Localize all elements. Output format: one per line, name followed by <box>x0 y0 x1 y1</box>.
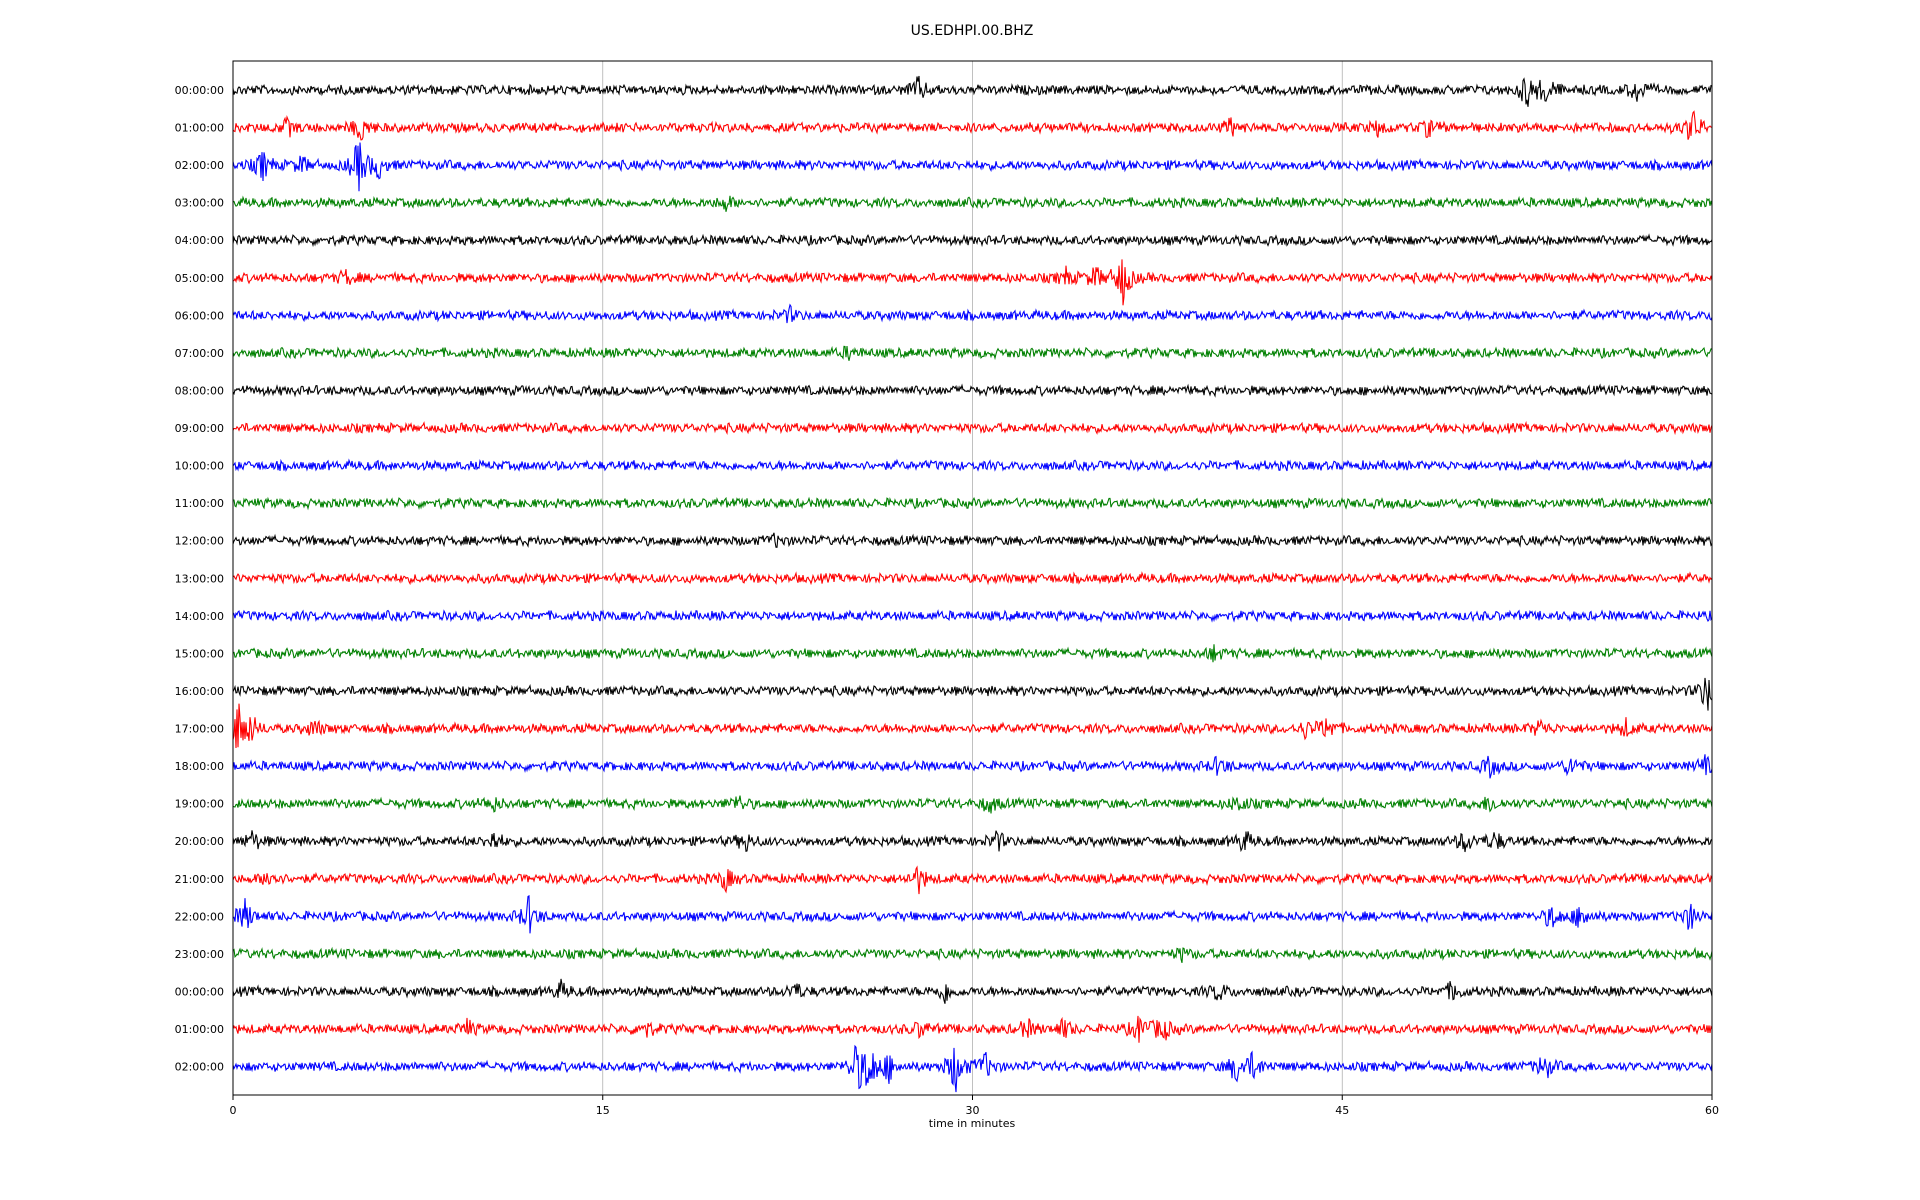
x-tick-label: 0 <box>230 1104 237 1117</box>
trace-label: 01:00:00 <box>175 1023 224 1036</box>
x-tick-label: 30 <box>966 1104 980 1117</box>
trace-label: 02:00:00 <box>175 159 224 172</box>
trace-line <box>232 795 1713 814</box>
trace-line <box>232 420 1713 436</box>
trace-label: 10:00:00 <box>175 460 224 473</box>
trace-label: 21:00:00 <box>175 873 224 886</box>
trace-line <box>232 233 1713 248</box>
x-axis-label: time in minutes <box>929 1117 1016 1130</box>
trace-label: 09:00:00 <box>175 422 224 435</box>
x-ticks: 0 15 30 45 60 <box>230 1095 1719 1117</box>
trace-label: 18:00:00 <box>175 760 224 773</box>
trace-label: 19:00:00 <box>175 798 224 811</box>
trace-line <box>232 75 1713 107</box>
trace-label: 08:00:00 <box>175 384 224 397</box>
trace-label: 22:00:00 <box>175 910 224 923</box>
trace-line <box>232 894 1713 934</box>
trace-line <box>232 458 1713 473</box>
trace-line <box>232 142 1713 192</box>
trace-line <box>232 609 1713 624</box>
trace-label: 03:00:00 <box>175 197 224 210</box>
trace-line <box>232 259 1713 306</box>
traces <box>232 75 1713 1093</box>
trace-line <box>232 830 1713 853</box>
trace-label: 00:00:00 <box>175 985 224 998</box>
trace-line <box>232 644 1713 663</box>
trace-line <box>232 978 1713 1004</box>
x-tick-label: 60 <box>1705 1104 1719 1117</box>
trace-label: 11:00:00 <box>175 497 224 510</box>
trace-label: 13:00:00 <box>175 572 224 585</box>
trace-line <box>232 532 1713 548</box>
trace-label: 06:00:00 <box>175 309 224 322</box>
trace-label: 20:00:00 <box>175 835 224 848</box>
x-tick-label: 15 <box>596 1104 610 1117</box>
trace-line <box>232 946 1713 964</box>
trace-line <box>232 303 1713 324</box>
trace-line <box>233 496 1713 511</box>
trace-line <box>232 703 1713 749</box>
trace-line <box>232 1015 1713 1043</box>
chart-title: US.EDHPI.00.BHZ <box>911 23 1034 39</box>
trace-label: 00:00:00 <box>175 84 224 97</box>
trace-label: 05:00:00 <box>175 272 224 285</box>
trace-line <box>232 1044 1713 1093</box>
trace-line <box>232 865 1713 895</box>
trace-line <box>232 195 1713 212</box>
trace-line <box>232 383 1713 398</box>
trace-label: 01:00:00 <box>175 122 224 135</box>
trace-label: 12:00:00 <box>175 535 224 548</box>
trace-line <box>232 345 1713 361</box>
trace-label: 07:00:00 <box>175 347 224 360</box>
trace-label: 16:00:00 <box>175 685 224 698</box>
trace-label: 23:00:00 <box>175 948 224 961</box>
trace-line <box>232 571 1713 586</box>
trace-label: 04:00:00 <box>175 234 224 247</box>
trace-line <box>232 110 1713 141</box>
trace-label: 02:00:00 <box>175 1061 224 1074</box>
x-tick-label: 45 <box>1335 1104 1349 1117</box>
trace-label: 15:00:00 <box>175 647 224 660</box>
trace-label: 14:00:00 <box>175 610 224 623</box>
trace-label: 17:00:00 <box>175 723 224 736</box>
trace-line <box>232 754 1713 779</box>
trace-line <box>232 677 1713 711</box>
y-tick-labels: 00:00:00 01:00:00 02:00:00 03:00:00 04:00:00… <box>175 84 224 1074</box>
